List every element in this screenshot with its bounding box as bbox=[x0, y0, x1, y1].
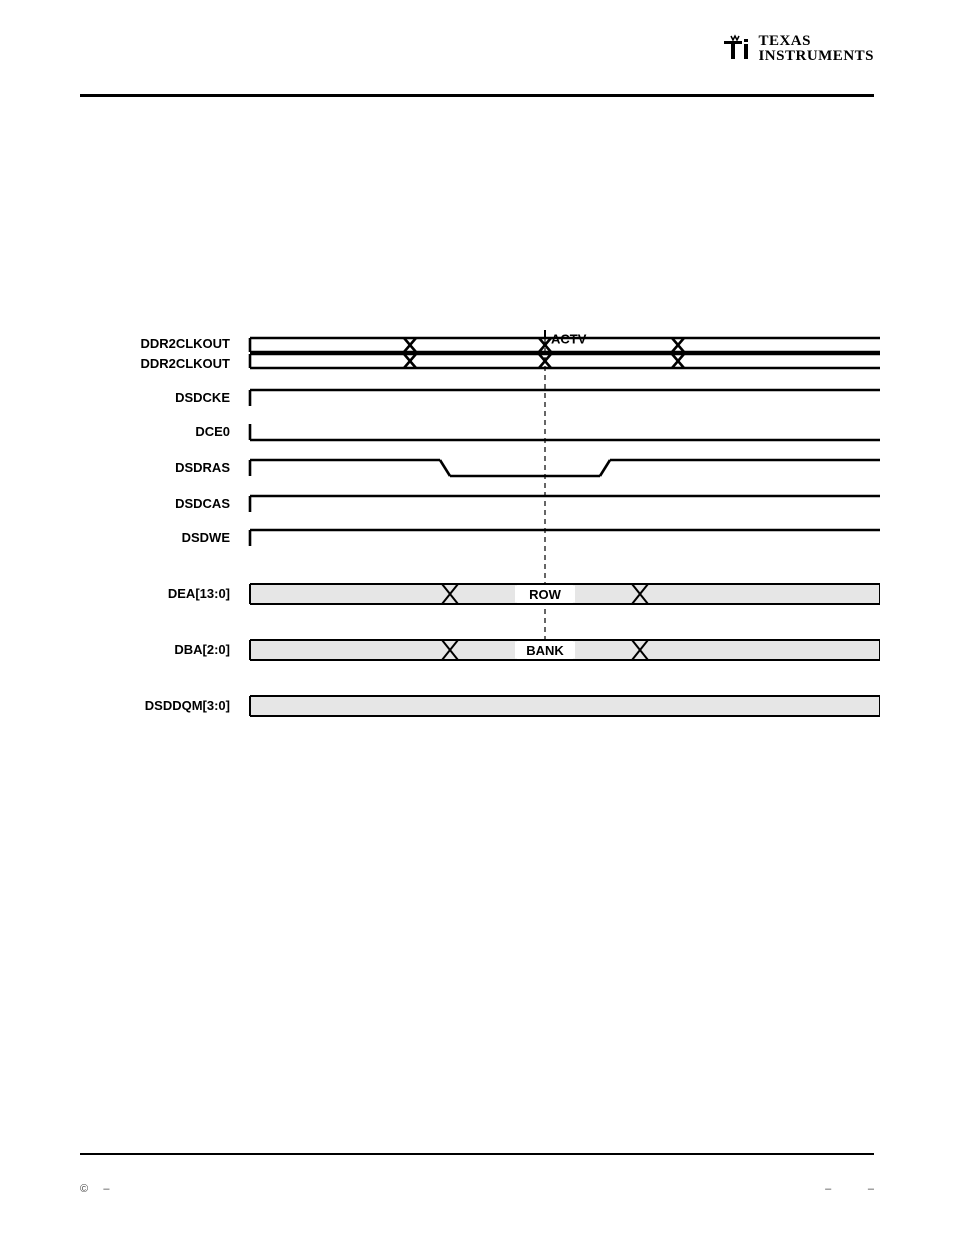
svg-text:BANK: BANK bbox=[526, 643, 564, 658]
footer-dash1: – bbox=[103, 1183, 109, 1195]
svg-text:ROW: ROW bbox=[529, 587, 562, 602]
logo-line2: INSTRUMENTS bbox=[758, 49, 874, 64]
header-rule bbox=[80, 94, 874, 97]
timing-diagram: DDR2CLKOUTDDR2CLKOUTDSDCKEDCE0DSDRASDSDC… bbox=[120, 330, 880, 730]
footer-rule bbox=[80, 1153, 874, 1155]
logo-line1: TEXAS bbox=[758, 34, 874, 49]
footer: © – – – bbox=[80, 1183, 874, 1195]
ti-logo-text: TEXAS INSTRUMENTS bbox=[758, 34, 874, 64]
ti-logo: TEXAS INSTRUMENTS bbox=[722, 34, 874, 64]
footer-copyright: © bbox=[80, 1183, 88, 1195]
footer-dash3: – bbox=[868, 1183, 874, 1195]
footer-dash2: – bbox=[825, 1183, 831, 1195]
svg-text:ACTV: ACTV bbox=[551, 332, 587, 347]
ti-logo-mark bbox=[722, 34, 752, 64]
